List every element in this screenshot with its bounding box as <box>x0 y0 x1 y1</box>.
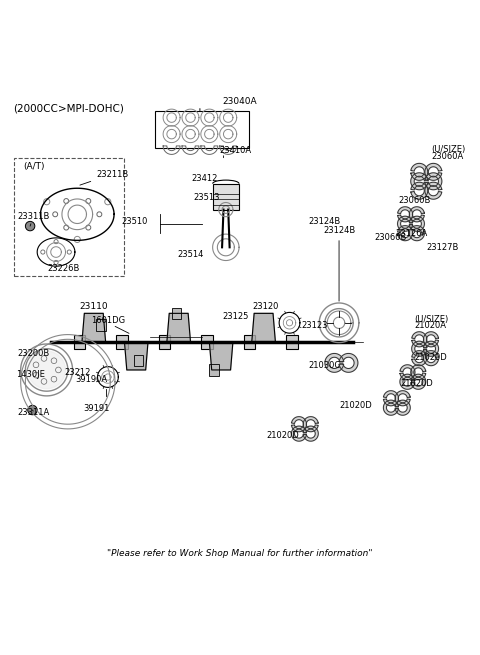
Text: 23060B: 23060B <box>398 195 431 204</box>
Text: 23123: 23123 <box>301 320 328 329</box>
Bar <box>134 355 144 366</box>
Polygon shape <box>339 354 358 372</box>
Text: 23060A: 23060A <box>431 152 463 160</box>
Polygon shape <box>384 400 398 415</box>
Polygon shape <box>425 182 442 199</box>
Polygon shape <box>303 426 318 441</box>
Bar <box>74 335 85 348</box>
Text: (A/T): (A/T) <box>23 162 45 172</box>
Text: (2000CC>MPI-DOHC): (2000CC>MPI-DOHC) <box>13 103 124 113</box>
Polygon shape <box>395 400 410 415</box>
Text: 23040A: 23040A <box>223 97 257 106</box>
Text: 23510: 23510 <box>121 217 148 226</box>
Polygon shape <box>397 216 412 231</box>
Polygon shape <box>209 342 233 370</box>
Text: 1430JE: 1430JE <box>16 370 45 379</box>
Text: 21020D: 21020D <box>415 352 447 362</box>
Polygon shape <box>291 426 306 441</box>
Polygon shape <box>425 173 442 190</box>
Text: 23127B: 23127B <box>426 242 459 252</box>
Text: 21030C: 21030C <box>309 361 341 369</box>
Text: 21020A: 21020A <box>415 322 446 330</box>
Polygon shape <box>252 313 276 342</box>
Polygon shape <box>411 365 426 380</box>
Text: 21020D: 21020D <box>266 432 299 440</box>
Polygon shape <box>423 341 439 356</box>
Text: "Please refer to Work Shop Manual for further information": "Please refer to Work Shop Manual for fu… <box>107 549 373 557</box>
Polygon shape <box>384 390 398 406</box>
Polygon shape <box>395 390 410 406</box>
Polygon shape <box>397 207 413 222</box>
Circle shape <box>28 405 37 415</box>
Bar <box>117 335 128 348</box>
Text: 23412: 23412 <box>192 174 218 183</box>
Text: 23211B: 23211B <box>80 170 128 185</box>
Text: 23200B: 23200B <box>17 349 49 358</box>
Polygon shape <box>412 350 427 365</box>
Polygon shape <box>167 313 191 342</box>
Polygon shape <box>409 207 424 222</box>
Text: 23212: 23212 <box>64 367 91 377</box>
Polygon shape <box>325 354 344 372</box>
Text: 23124B: 23124B <box>309 217 341 226</box>
Polygon shape <box>400 374 415 389</box>
Text: (U/SIZE): (U/SIZE) <box>431 145 465 154</box>
Polygon shape <box>28 351 65 389</box>
Polygon shape <box>409 225 424 240</box>
Text: 23125: 23125 <box>222 312 249 321</box>
Text: 21020D: 21020D <box>400 379 433 388</box>
Polygon shape <box>82 313 106 342</box>
Text: 1601DG: 1601DG <box>91 316 126 325</box>
Polygon shape <box>411 163 428 180</box>
Text: 23311B: 23311B <box>17 212 50 226</box>
Bar <box>155 111 250 148</box>
Text: 39191: 39191 <box>83 404 109 413</box>
Polygon shape <box>412 341 427 356</box>
Polygon shape <box>400 365 415 380</box>
Text: 23126A: 23126A <box>396 229 428 238</box>
Polygon shape <box>397 225 413 240</box>
Polygon shape <box>411 182 428 199</box>
Polygon shape <box>303 417 318 432</box>
Polygon shape <box>412 331 427 347</box>
Bar <box>213 183 239 210</box>
Text: 39190A: 39190A <box>75 375 108 384</box>
Polygon shape <box>411 173 428 190</box>
Text: 21020D: 21020D <box>339 401 372 409</box>
Text: 23311A: 23311A <box>17 408 49 417</box>
Text: 23226B: 23226B <box>47 264 79 273</box>
Polygon shape <box>425 163 442 180</box>
Bar <box>244 335 255 348</box>
Polygon shape <box>423 350 438 365</box>
Text: 23110: 23110 <box>80 302 108 310</box>
Text: 23514: 23514 <box>177 250 204 259</box>
Polygon shape <box>124 342 148 370</box>
Polygon shape <box>411 374 426 389</box>
Text: 23513: 23513 <box>194 193 220 202</box>
Polygon shape <box>423 331 438 347</box>
Bar <box>209 364 219 375</box>
Text: 23120: 23120 <box>253 302 279 310</box>
Text: 23124B: 23124B <box>323 226 355 235</box>
Text: (U/SIZE): (U/SIZE) <box>415 315 449 324</box>
Bar <box>286 335 298 348</box>
Bar <box>96 320 106 331</box>
Polygon shape <box>409 216 424 231</box>
Text: 23060B: 23060B <box>375 233 407 242</box>
Bar <box>201 335 213 348</box>
Bar <box>13 158 124 276</box>
Text: 23410A: 23410A <box>219 146 252 155</box>
Bar <box>172 308 181 319</box>
Polygon shape <box>291 417 307 432</box>
Bar <box>159 335 170 348</box>
Circle shape <box>25 221 35 231</box>
